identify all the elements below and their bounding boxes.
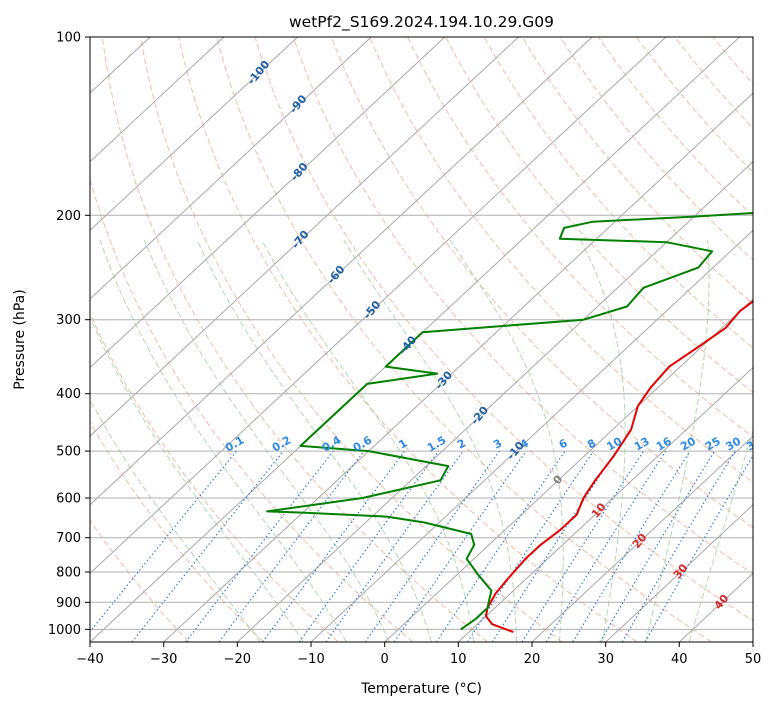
moist-adiabat-line — [90, 316, 304, 642]
mixing-ratio-line — [644, 454, 753, 642]
mixing-ratio-line — [599, 450, 716, 642]
dry-adiabat-line — [292, 37, 753, 575]
dry-adiabat-line — [521, 37, 753, 305]
mixing-ratio-label: 36 — [744, 434, 764, 453]
mixing-ratio-line — [131, 450, 284, 642]
dry-adiabat-line — [90, 312, 339, 642]
y-tick-label: 300 — [56, 313, 81, 328]
moist-adiabat-line — [261, 239, 475, 642]
x-axis: −40 −30 −20 −10 0 10 20 30 40 50 — [76, 642, 761, 667]
isotherm-line — [90, 37, 667, 575]
mixing-ratio-line — [545, 450, 667, 642]
mixing-ratio-label: 3 — [491, 437, 504, 452]
y-tick-label: 1000 — [48, 623, 81, 638]
isotherm-label: -100 — [245, 58, 273, 88]
x-tick-label: 10 — [450, 652, 467, 667]
x-tick-label: −10 — [297, 652, 324, 667]
dry-adiabat-line — [330, 37, 753, 529]
x-tick-label: −20 — [224, 652, 251, 667]
moist-adiabat-line — [688, 429, 753, 642]
dry-adiabat-line — [178, 37, 638, 642]
x-tick-label: 50 — [745, 652, 762, 667]
isotherm-line — [236, 161, 753, 642]
mixing-ratio-label: 8 — [585, 437, 598, 452]
mixing-ratio-line — [393, 450, 527, 642]
y-tick-label: 200 — [56, 209, 81, 224]
y-tick-label: 900 — [56, 596, 81, 611]
mixing-ratio-line — [491, 450, 617, 642]
dry-adiabat-line — [559, 37, 753, 261]
isotherm-line — [90, 37, 593, 506]
temperature-line — [485, 300, 753, 633]
moist-adiabat-line — [99, 239, 347, 642]
x-tick-label: −30 — [150, 652, 177, 667]
isotherm-line — [90, 37, 298, 232]
y-axis: 1000 900 800 700 600 500 400 300 200 100 — [48, 31, 90, 638]
dry-adiabat-line — [445, 37, 753, 393]
moist-adiabat-line — [449, 239, 564, 642]
dry-adiabat-line — [750, 37, 753, 41]
dry-adiabat-line — [101, 37, 488, 642]
isotherm-line — [90, 37, 519, 437]
y-tick-label: 500 — [56, 445, 81, 460]
mixing-ratio-line — [325, 450, 464, 642]
isotherm-line — [310, 229, 753, 642]
moist-adiabat-line — [90, 398, 261, 642]
mixing-ratio-line — [185, 450, 334, 642]
dry-adiabat-line — [483, 37, 753, 349]
x-tick-label: 20 — [524, 652, 541, 667]
mixing-ratio-line — [521, 450, 645, 642]
x-tick-label: −40 — [76, 652, 103, 667]
y-tick-label: 800 — [56, 566, 81, 581]
mixing-ratio-line — [90, 450, 237, 633]
dry-adiabat-line — [90, 421, 264, 642]
y-axis-title: Pressure (hPa) — [12, 289, 28, 389]
isotherm-line — [90, 37, 225, 163]
x-tick-label: 0 — [381, 652, 389, 667]
isotherm-line — [752, 641, 753, 642]
isotherm-line — [531, 435, 753, 642]
y-tick-label: 400 — [56, 387, 81, 402]
mixing-ratio-line — [262, 450, 406, 642]
dry-adiabat-line — [369, 37, 753, 483]
mixing-ratio-line — [621, 450, 736, 642]
dry-adiabat-line — [598, 37, 753, 217]
moist-adiabat-line — [645, 239, 710, 642]
dry-adiabat-line — [712, 37, 753, 85]
dry-adiabat-line — [636, 37, 753, 173]
plot-frame — [89, 36, 754, 643]
dry-adiabat-line — [254, 37, 753, 622]
dry-adiabat-line — [216, 37, 712, 642]
profile-lines — [266, 212, 753, 633]
isotherm-line — [457, 366, 753, 642]
isotherm-line — [605, 504, 753, 642]
mixing-ratio-line — [364, 450, 500, 642]
dewpoint-line — [266, 212, 753, 631]
moist-adiabat-line — [580, 239, 626, 642]
dry-adiabat-line — [90, 519, 190, 642]
x-tick-label: 40 — [671, 652, 688, 667]
mixing-ratio-line — [572, 450, 691, 642]
moist-adiabat-line — [343, 239, 517, 642]
mixing-ratio-label: 6 — [557, 436, 570, 451]
isotherm-line — [90, 37, 446, 369]
isotherm-line — [90, 37, 372, 300]
dry-adiabat-line — [140, 37, 563, 642]
chart-title: wetPf2_S169.2024.194.10.29.G09 — [289, 13, 554, 32]
background-lines — [90, 37, 753, 642]
y-tick-label: 600 — [56, 492, 81, 507]
x-tick-label: 30 — [597, 652, 614, 667]
y-tick-label: 700 — [56, 531, 81, 546]
isotherm-line — [678, 572, 753, 642]
mixing-ratio-line — [298, 450, 439, 642]
y-tick-label: 100 — [56, 31, 81, 46]
mixing-ratio-label: 2 — [455, 437, 468, 452]
dry-adiabat-line — [90, 177, 414, 642]
isotherm-line — [163, 92, 753, 642]
x-axis-title: Temperature (°C) — [360, 681, 482, 697]
moist-adiabat-line — [143, 239, 390, 642]
